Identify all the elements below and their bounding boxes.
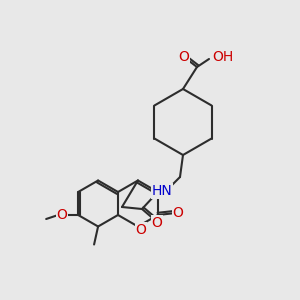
Text: O: O [178,50,189,64]
Text: O: O [152,216,162,230]
Text: O: O [57,208,68,222]
Text: O: O [172,206,183,220]
Text: O: O [136,223,146,236]
Text: HN: HN [152,184,172,198]
Text: OH: OH [212,50,233,64]
